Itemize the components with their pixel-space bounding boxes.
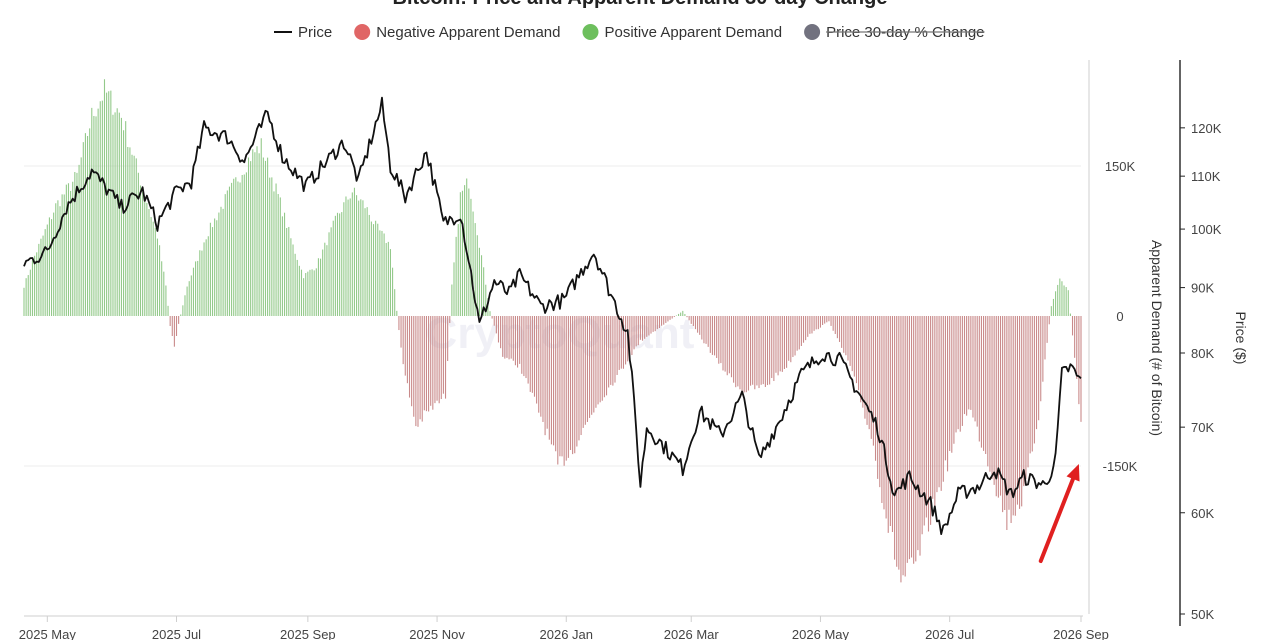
- demand-tick-label: 150K: [1105, 159, 1136, 174]
- x-axis: 2025 May 2025 Jul 2025 Sep 2025 Nov 2026 Jan…: [19, 616, 1109, 640]
- legend-dot-symbol: [582, 24, 599, 40]
- legend-item-1[interactable]: Negative Apparent Demand: [354, 24, 560, 41]
- price-axis-title: Price ($): [1233, 312, 1249, 365]
- legend-label: Positive Apparent Demand: [604, 24, 782, 41]
- axes: [24, 60, 1181, 626]
- demand-axis-title: Apparent Demand (# of Bitcoin): [1149, 240, 1165, 436]
- legend-item-3[interactable]: Price 30-day % Change: [804, 24, 985, 41]
- price-tick-label: 60K: [1191, 506, 1214, 521]
- legend-label: Price: [298, 24, 332, 41]
- legend-item-0[interactable]: Price: [274, 24, 332, 41]
- legend-dot-symbol: [804, 24, 821, 40]
- x-tick-label: 2026 Jul: [925, 627, 974, 640]
- x-tick-label: 2025 Sep: [280, 627, 336, 640]
- demand-bars: [23, 79, 1082, 583]
- demand-axis: 150K 0 -150K: [1103, 159, 1138, 474]
- x-tick-label: 2025 Nov: [409, 627, 465, 640]
- legend-item-2[interactable]: Positive Apparent Demand: [582, 24, 782, 41]
- demand-tick-label: -150K: [1103, 459, 1138, 474]
- red-arrow-annotation: [1038, 464, 1080, 563]
- x-tick-label: 2026 May: [792, 627, 850, 640]
- price-axis: 120K 110K 100K 90K 80K 70K 60K 50K: [1180, 121, 1222, 622]
- price-tick-label: 110K: [1191, 169, 1221, 184]
- chart-title: Bitcoin: Price and Apparent Demand 30-da…: [393, 0, 888, 9]
- price-tick-label: 70K: [1191, 420, 1214, 435]
- price-line: [23, 96, 1082, 536]
- x-tick-label: 2026 Jan: [540, 627, 594, 640]
- price-tick-label: 120K: [1191, 121, 1222, 136]
- x-tick-label: 2025 May: [19, 627, 77, 640]
- legend-dot-symbol: [354, 24, 371, 40]
- x-tick-label: 2026 Mar: [664, 627, 720, 640]
- x-tick-label: 2025 Jul: [152, 627, 201, 640]
- x-tick-label: 2026 Sep: [1053, 627, 1109, 640]
- demand-tick-label: 0: [1116, 309, 1123, 324]
- price-tick-label: 90K: [1191, 281, 1214, 296]
- arrow-head: [1066, 464, 1080, 482]
- legend-label: Negative Apparent Demand: [376, 24, 560, 41]
- price-tick-label: 50K: [1191, 607, 1214, 622]
- legend[interactable]: Price Negative Apparent Demand Positive Ap…: [274, 24, 985, 41]
- price-tick-label: 80K: [1191, 346, 1214, 361]
- arrow-shaft: [1038, 476, 1076, 563]
- price-tick-label: 100K: [1191, 222, 1222, 237]
